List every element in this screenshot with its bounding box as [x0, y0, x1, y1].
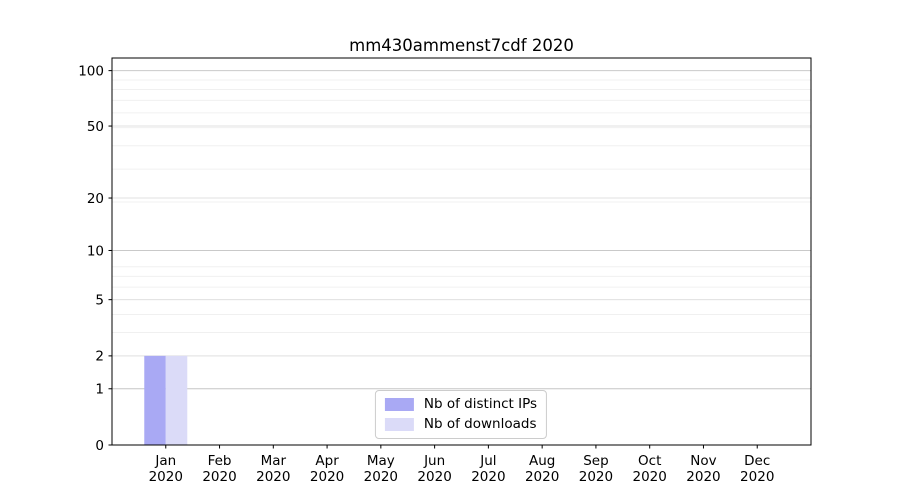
bar-distinct-ips [144, 355, 166, 445]
x-tick-label-year: 2020 [633, 469, 667, 485]
x-tick-label-year: 2020 [364, 469, 398, 485]
legend-swatch-distinct-ips [384, 398, 414, 411]
legend-item-distinct-ips: Nb of distinct IPs [384, 396, 538, 412]
x-tick-label-year: 2020 [525, 469, 559, 485]
x-tick-label-year: 2020 [310, 469, 344, 485]
x-tick-label-month: Jul [479, 453, 496, 469]
x-tick-label-year: 2020 [202, 469, 236, 485]
legend-item-downloads: Nb of downloads [384, 416, 537, 432]
chart-title: mm430ammenst7cdf 2020 [349, 36, 574, 55]
x-tick-label-year: 2020 [740, 469, 774, 485]
x-tick-label-month: Jun [423, 453, 445, 469]
legend: Nb of distinct IPs Nb of downloads [374, 390, 548, 439]
x-tick-label-year: 2020 [417, 469, 451, 485]
x-tick-label-month: Apr [315, 453, 339, 469]
legend-swatch-downloads [384, 418, 414, 431]
y-tick-label: 100 [78, 63, 104, 79]
x-tick-label-month: Nov [690, 453, 716, 469]
x-tick-label-year: 2020 [579, 469, 613, 485]
y-tick-label: 2 [95, 349, 104, 365]
x-tick-label-month: May [367, 453, 395, 469]
x-tick-label-month: Mar [261, 453, 287, 469]
x-tick-label-month: Oct [638, 453, 661, 469]
y-tick-label: 1 [95, 382, 104, 398]
x-tick-label-month: Aug [529, 453, 555, 469]
x-tick-label-year: 2020 [256, 469, 290, 485]
bar-downloads [165, 355, 188, 445]
x-tick-label-year: 2020 [149, 469, 183, 485]
x-tick-label-month: Jan [154, 453, 176, 469]
axes-spines [111, 57, 812, 446]
x-tick-label-month: Sep [583, 453, 608, 469]
legend-label-downloads: Nb of downloads [423, 416, 537, 432]
y-tick-label: 20 [87, 191, 104, 207]
y-tick-label: 50 [87, 119, 104, 135]
x-tick-label-month: Dec [744, 453, 770, 469]
x-tick-label-month: Feb [208, 453, 232, 469]
x-tick-label-year: 2020 [686, 469, 720, 485]
x-tick-label-year: 2020 [471, 469, 505, 485]
y-tick-label: 10 [87, 243, 104, 259]
legend-label-distinct-ips: Nb of distinct IPs [423, 396, 538, 412]
y-tick-label: 5 [95, 292, 104, 308]
y-tick-label: 0 [95, 438, 104, 454]
